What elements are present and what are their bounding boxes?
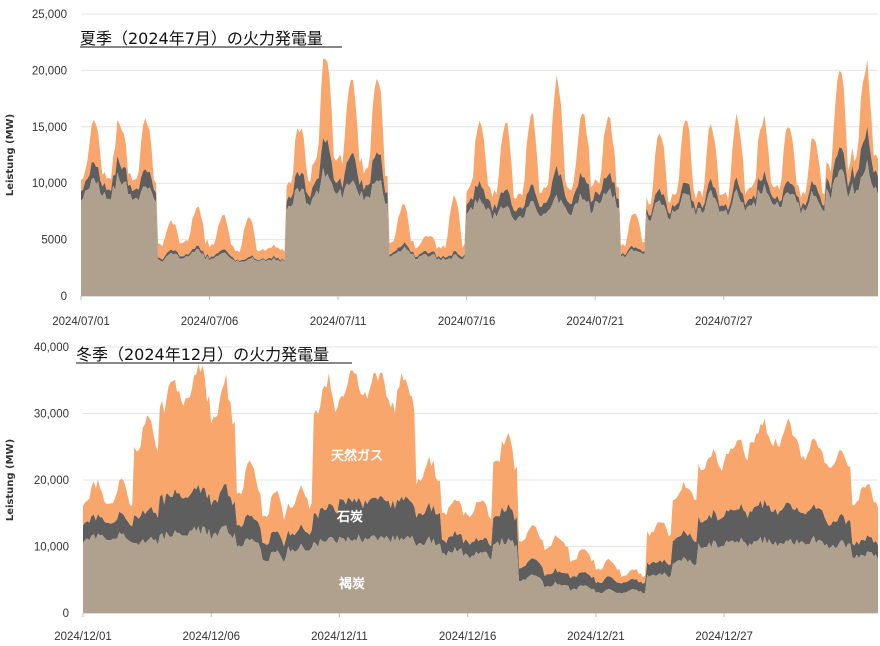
series-area-coal	[81, 126, 878, 263]
x-tick-label: 2024/12/01	[54, 631, 112, 643]
winter-y-axis-label: Leistung (MW)	[5, 439, 16, 521]
x-tick-label: 2024/12/11	[311, 631, 368, 643]
series-area-coal	[83, 483, 878, 594]
summer-chart-title: 夏季（2024年7月）の火力発電量	[80, 29, 323, 48]
summer-y-axis-label: Leistung (MW)	[5, 114, 16, 196]
x-tick-label: 2024/07/11	[310, 316, 367, 328]
x-tick-label: 2024/07/27	[695, 316, 753, 328]
summer-stacked-areas	[81, 58, 878, 296]
winter-chart-title: 冬季（2024年12月）の火力発電量	[76, 345, 329, 364]
y-tick-label: 30,000	[34, 409, 69, 421]
y-tick-label: 20,000	[34, 475, 69, 487]
y-tick-label: 25,000	[32, 9, 67, 21]
y-tick-label: 0	[61, 291, 67, 303]
area-label-gas: 天然ガス	[331, 448, 383, 464]
summer-chart: 0 5000 10,000 15,000 20,000 25,000 2024/07/01…	[5, 9, 878, 328]
x-tick-label: 2024/07/01	[52, 316, 110, 328]
x-tick-label: 2024/12/21	[567, 631, 625, 643]
x-tick-label: 2024/12/27	[695, 631, 753, 643]
y-tick-label: 15,000	[32, 122, 67, 134]
area-label-lignite: 褐炭	[338, 576, 365, 592]
y-tick-label: 40,000	[34, 342, 69, 354]
y-tick-label: 0	[63, 608, 69, 620]
x-tick-label: 2024/07/16	[438, 316, 496, 328]
series-area-lignite	[83, 525, 878, 613]
area-label-coal: 石炭	[336, 509, 363, 525]
y-tick-label: 5000	[41, 235, 67, 247]
x-tick-label: 2024/12/06	[182, 631, 240, 643]
x-tick-label: 2024/07/21	[566, 316, 624, 328]
series-area-gas	[81, 58, 878, 262]
winter-y-ticks: 0 10,000 20,000 30,000 40,000	[34, 342, 69, 620]
winter-stacked-areas	[83, 363, 878, 613]
series-area-gas	[83, 363, 878, 584]
summer-x-ticks: 2024/07/01 2024/07/06 2024/07/11 2024/07/16…	[52, 296, 753, 328]
y-tick-label: 10,000	[34, 542, 69, 554]
y-tick-label: 20,000	[32, 65, 67, 77]
x-tick-label: 2024/12/16	[439, 631, 497, 643]
winter-x-ticks: 2024/12/01 2024/12/06 2024/12/11 2024/12/16…	[54, 613, 753, 643]
series-area-lignite	[81, 159, 878, 296]
y-tick-label: 10,000	[32, 178, 67, 190]
x-tick-label: 2024/07/06	[181, 316, 239, 328]
summer-y-ticks: 0 5000 10,000 15,000 20,000 25,000	[32, 9, 67, 303]
